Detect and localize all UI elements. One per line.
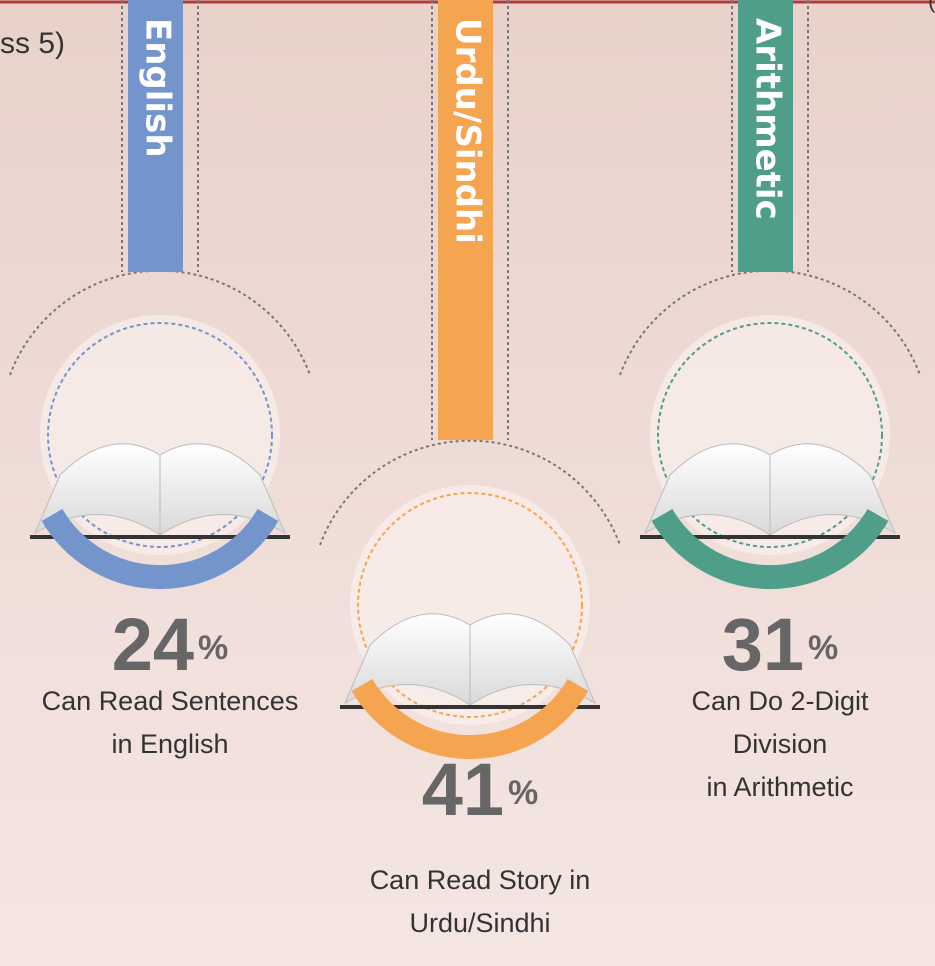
header-fragment: ss 5) bbox=[0, 27, 65, 60]
value-number: 41 bbox=[422, 748, 504, 831]
caption: Can Read Sentences bbox=[42, 686, 299, 716]
subject-label: Urdu/Sindhi bbox=[448, 18, 488, 244]
caption: in Arithmetic bbox=[706, 772, 853, 802]
caption: Can Do 2-Digit bbox=[691, 686, 869, 716]
caption: Can Read Story in bbox=[370, 865, 591, 895]
value-unit: % bbox=[508, 774, 538, 812]
header-corner: ( bbox=[928, 0, 935, 13]
value-unit: % bbox=[808, 629, 838, 667]
caption: Division bbox=[733, 729, 828, 759]
caption: in English bbox=[111, 729, 228, 759]
value-number: 31 bbox=[722, 603, 804, 686]
value-unit: % bbox=[198, 629, 228, 667]
caption: Urdu/Sindhi bbox=[409, 908, 550, 938]
subject-label: Arithmetic bbox=[748, 18, 788, 220]
value-number: 24 bbox=[112, 603, 194, 686]
infographic: ss 5) ( English 24% Can Read Sentences in E… bbox=[0, 0, 935, 966]
subject-label: English bbox=[138, 18, 178, 158]
